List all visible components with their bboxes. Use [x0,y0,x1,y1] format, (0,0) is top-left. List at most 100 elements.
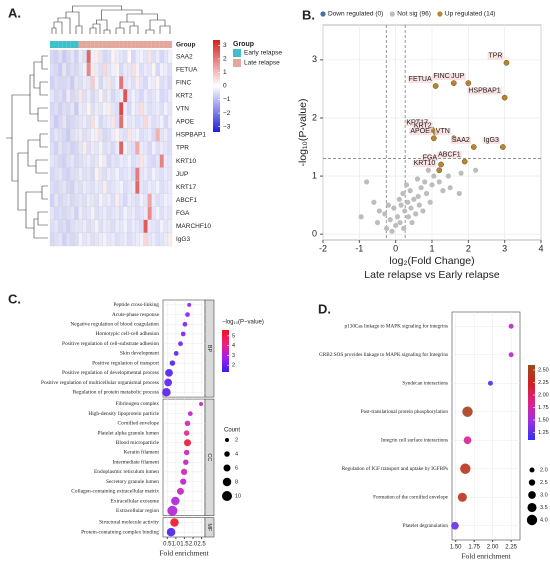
heat-cell [98,219,103,234]
heat-cell [167,62,173,77]
category-label: Extracellular exosome [111,498,160,504]
dot [185,312,190,317]
row-label: APOE [176,119,195,126]
heat-cell [114,219,120,234]
dot [183,459,189,465]
heat-cell [53,206,59,220]
group-cell [86,41,91,48]
heat-cell [147,102,152,116]
heat-cell [123,102,128,116]
x-tick-label: 1 [429,243,434,253]
heat-cell [119,89,124,103]
x-tick-label: 1.5 [180,542,189,548]
heat-cell [114,89,120,103]
point-label: FGA [423,154,438,161]
heat-cell [90,89,95,103]
heat-cell [49,128,55,142]
panel-label: C. [8,291,21,306]
heat-cell [82,154,87,168]
heat-cell [127,115,132,129]
point [447,185,453,191]
heat-cell [49,49,55,64]
category-label: Regulation of IGF transport and uptake b… [342,465,448,472]
heat-cell [49,102,55,116]
heat-cell [155,76,160,90]
heat-cell [98,193,103,207]
heat-cell [106,206,112,220]
heat-cell [90,232,95,247]
heat-cell [94,128,99,142]
heat-cell [82,102,87,116]
group-cell [131,41,136,48]
point [473,167,479,173]
heat-cell [147,49,152,64]
heat-cell [66,49,71,64]
heat-cell [155,219,160,234]
category-label: Fibrinogen complex [115,401,159,407]
heat-cell [131,180,136,194]
group-cell [94,41,99,48]
heat-cell [66,89,71,103]
heat-cell [94,232,99,247]
colorbar-tick-label: 2 [232,363,235,369]
heat-cell [114,141,120,155]
heat-cell [106,76,112,90]
point [391,205,397,211]
heat-cell [123,62,128,77]
heat-cell [110,141,116,155]
dot [176,487,184,495]
heat-cell [62,206,67,220]
heat-cell [114,128,120,142]
heat-cell [70,62,75,77]
size-legend-dot [222,491,232,501]
point [364,179,370,185]
heat-cell [98,128,103,142]
row-dendrogram [6,55,48,239]
heat-cell [49,206,55,220]
heat-cell [163,128,169,142]
dot [183,430,190,436]
row-label: HSPBAP1 [176,132,206,139]
heat-cell [49,76,55,90]
heat-cell [53,128,59,142]
heat-cell [123,141,128,155]
heat-cell [98,206,103,220]
heat-cell [151,102,156,116]
heat-cell [110,76,116,90]
heat-cell [135,180,140,194]
colorbar [213,40,220,132]
heat-cell [155,193,160,207]
heat-cell [49,141,55,155]
heat-cell [58,62,63,77]
heat-cell [167,115,173,129]
group-cell [159,41,164,48]
point [394,214,401,220]
heat-cell [151,141,156,155]
heat-cell [106,193,112,207]
heat-cell [86,154,91,168]
heat-cell [151,128,156,142]
heat-cell [110,102,116,116]
heat-cell [102,115,108,129]
heat-cell [58,232,63,247]
heat-cell [102,232,108,247]
heat-cell [86,62,91,77]
dot [180,468,188,476]
heat-cell [66,180,71,194]
heat-cell [53,193,59,207]
heat-cell [147,219,152,234]
x-tick-label: 4 [538,243,543,253]
heat-cell [58,76,63,90]
heat-cell [147,232,152,247]
y-tick-label: 3 [312,54,317,64]
x-tick-label: 0.5 [163,542,172,548]
point-label: FETUA [409,76,432,83]
heat-cell [139,102,144,116]
colorbar-tick-label: 2.50 [538,367,549,373]
heat-cell [90,102,95,116]
colorbar-tick-label: 2.00 [538,392,549,398]
heat-cell [53,167,59,181]
heat-cell [70,115,75,129]
colorbar-tick-label: 3 [223,42,227,49]
